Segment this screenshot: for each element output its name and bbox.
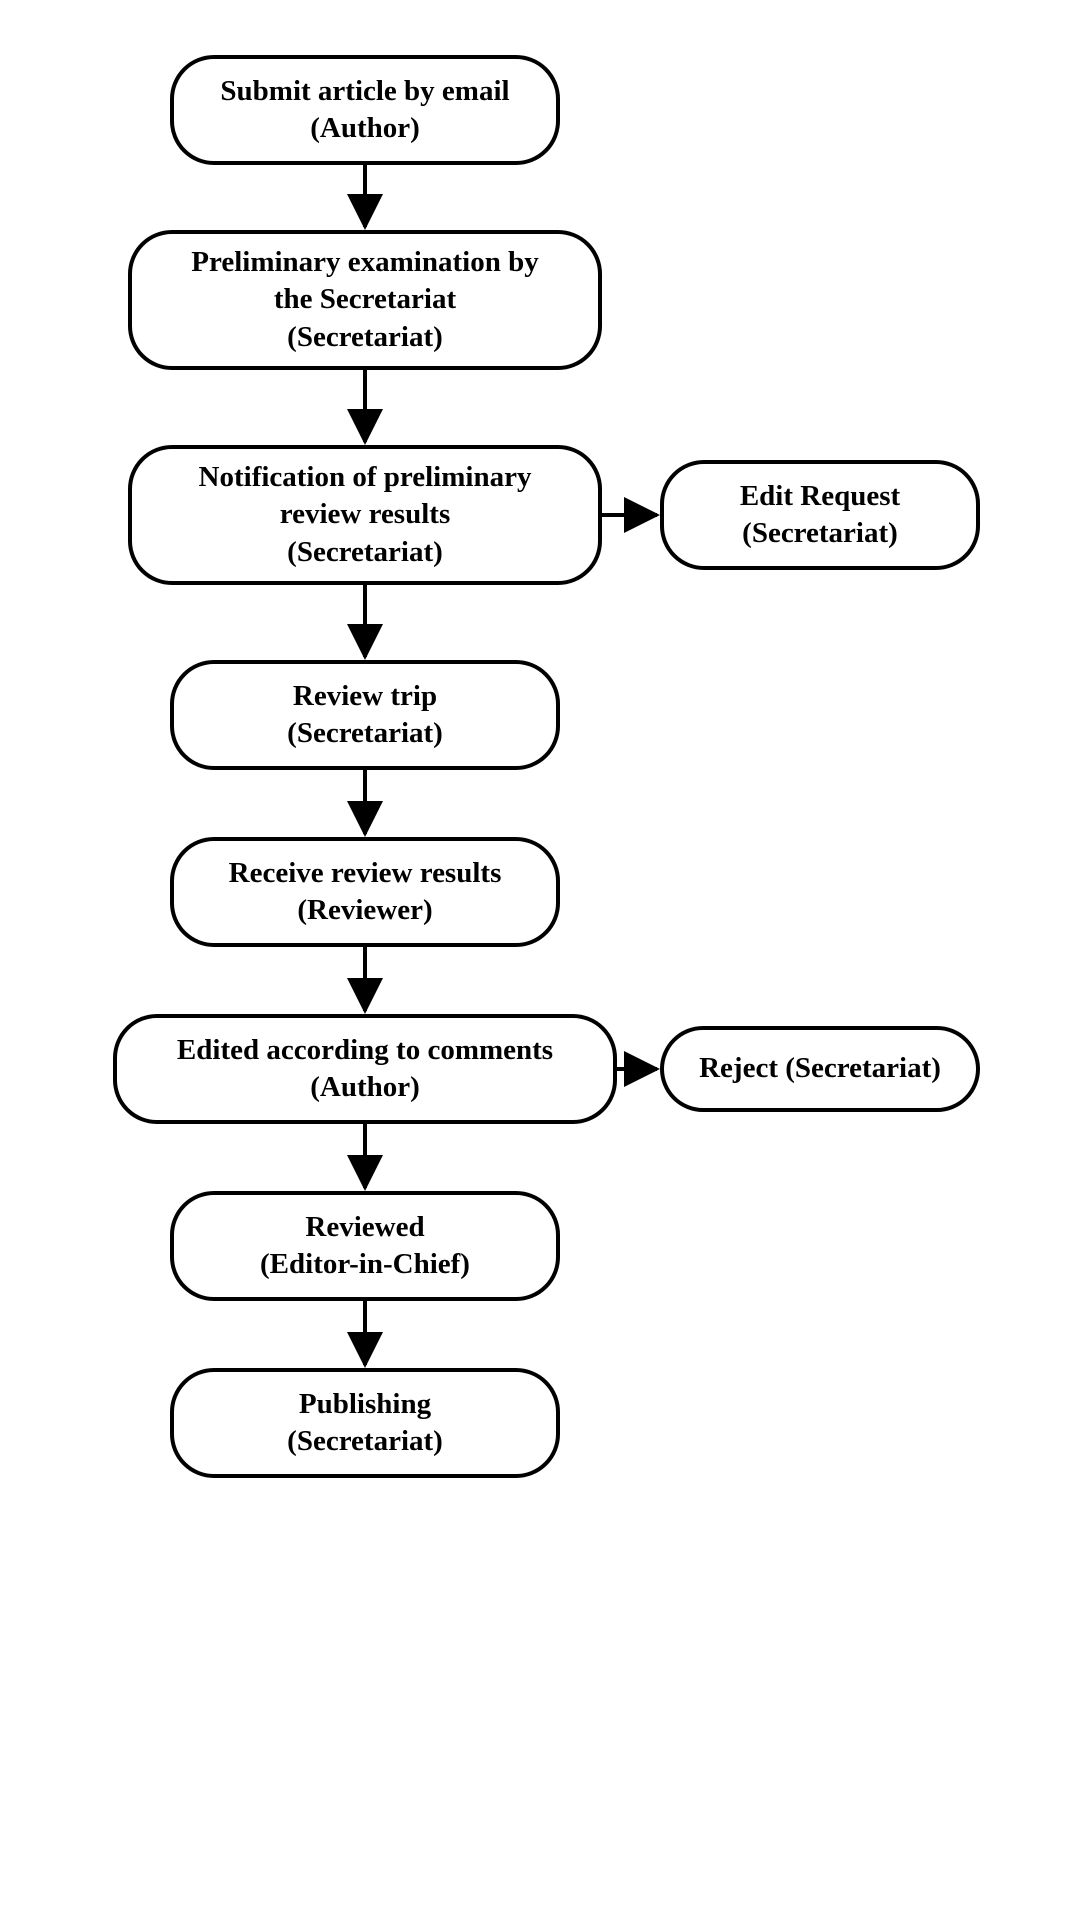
node-text-line: (Secretariat) (287, 715, 443, 752)
flowchart-node: Reject (Secretariat) (660, 1026, 980, 1112)
node-text-line: Reject (Secretariat) (699, 1050, 941, 1087)
node-text-line: Submit article by email (220, 73, 509, 110)
node-text-line: (Author) (177, 1069, 553, 1106)
node-text-line: Review trip (287, 678, 443, 715)
flowchart-node: Receive review results(Reviewer) (170, 837, 560, 947)
node-text-line: (Author) (220, 110, 509, 147)
node-text-line: (Reviewer) (229, 892, 502, 929)
node-text-line: Receive review results (229, 855, 502, 892)
node-text-line: Preliminary examination by (191, 244, 538, 281)
node-text-line: Publishing (287, 1386, 443, 1423)
flowchart-node: Submit article by email(Author) (170, 55, 560, 165)
flowchart-node: Reviewed(Editor-in-Chief) (170, 1191, 560, 1301)
flowchart-node: Notification of preliminaryreview result… (128, 445, 602, 585)
node-text-line: the Secretariat (191, 281, 538, 318)
flowchart-canvas: Submit article by email(Author)Prelimina… (0, 0, 1080, 1920)
node-text-line: (Secretariat) (199, 534, 532, 571)
flowchart-node: Review trip(Secretariat) (170, 660, 560, 770)
flowchart-node: Preliminary examination bythe Secretaria… (128, 230, 602, 370)
flowchart-node: Edit Request(Secretariat) (660, 460, 980, 570)
flowchart-node: Edited according to comments(Author) (113, 1014, 617, 1124)
node-text-line: Reviewed (260, 1209, 470, 1246)
flowchart-node: Publishing(Secretariat) (170, 1368, 560, 1478)
node-text-line: review results (199, 496, 532, 533)
node-text-line: (Secretariat) (740, 515, 900, 552)
node-text-line: (Secretariat) (191, 319, 538, 356)
node-text-line: Edited according to comments (177, 1032, 553, 1069)
node-text-line: Edit Request (740, 478, 900, 515)
node-text-line: (Editor-in-Chief) (260, 1246, 470, 1283)
node-text-line: (Secretariat) (287, 1423, 443, 1460)
node-text-line: Notification of preliminary (199, 459, 532, 496)
